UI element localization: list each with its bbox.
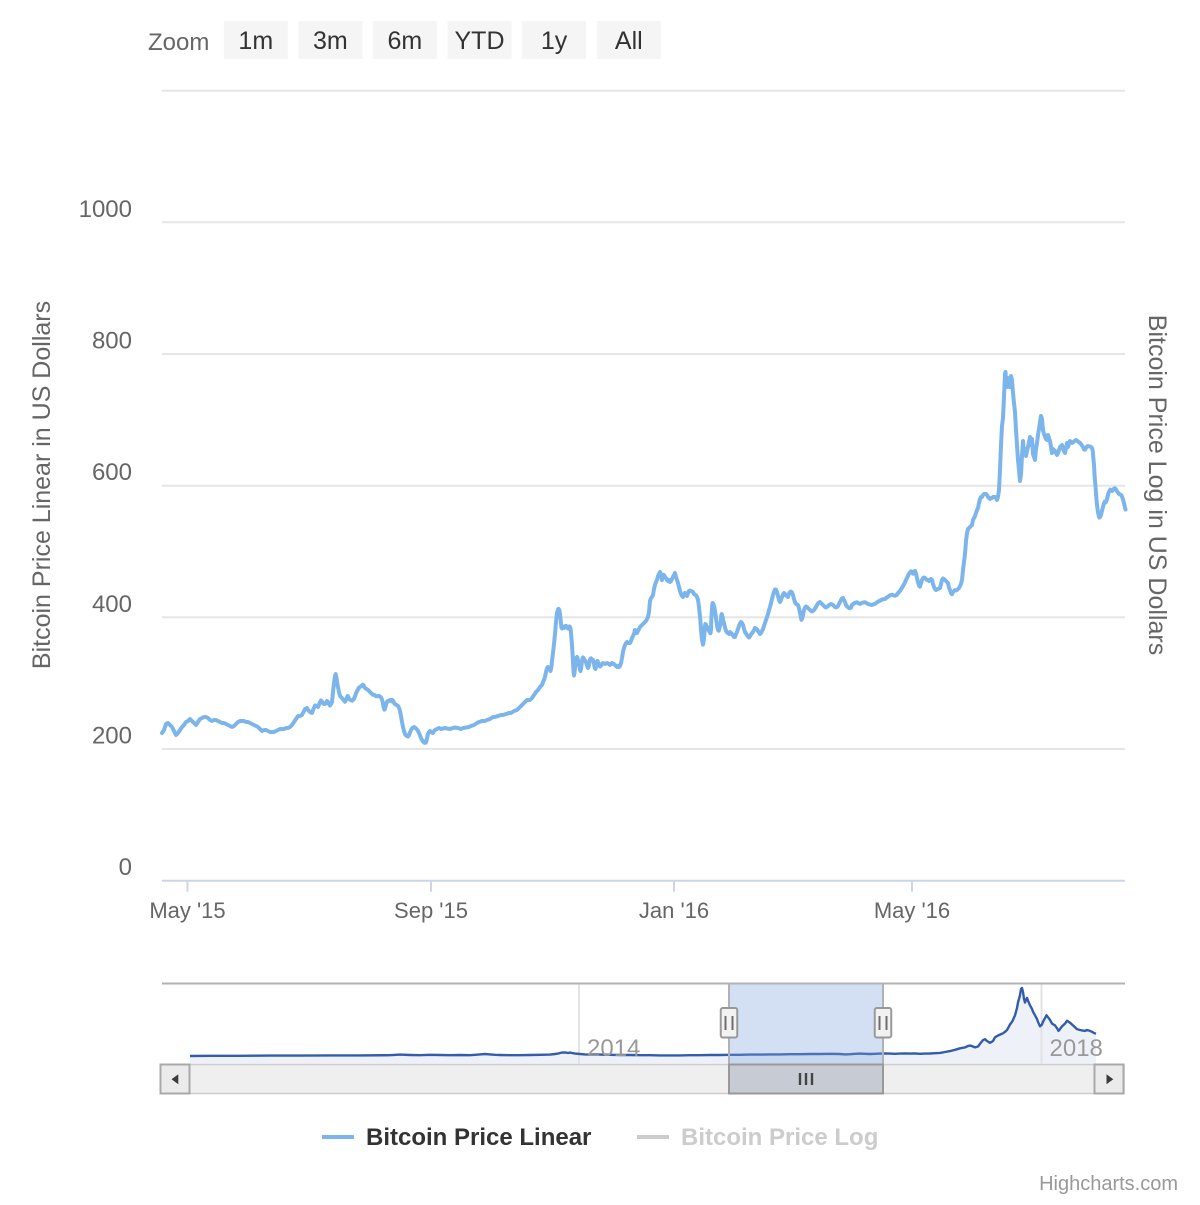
svg-text:May '15: May '15 [149, 898, 225, 923]
svg-text:Bitcoin Price Linear in US Dol: Bitcoin Price Linear in US Dollars [28, 301, 56, 669]
svg-text:1000: 1000 [79, 196, 132, 223]
svg-text:Bitcoin Price Log: Bitcoin Price Log [681, 1124, 878, 1151]
svg-text:Sep '15: Sep '15 [394, 898, 468, 923]
svg-text:0: 0 [119, 854, 132, 881]
svg-text:1y: 1y [541, 27, 568, 55]
svg-text:800: 800 [92, 328, 132, 355]
svg-text:Bitcoin Price Log in US Dollar: Bitcoin Price Log in US Dollars [1143, 315, 1171, 655]
svg-text:200: 200 [92, 723, 132, 750]
svg-text:400: 400 [92, 591, 132, 618]
svg-text:600: 600 [92, 459, 132, 486]
svg-text:6m: 6m [388, 27, 423, 55]
svg-text:Bitcoin Price Linear: Bitcoin Price Linear [366, 1124, 591, 1151]
svg-text:3m: 3m [313, 27, 348, 55]
svg-text:2018: 2018 [1050, 1035, 1103, 1062]
svg-text:All: All [615, 27, 643, 55]
svg-text:Highcharts.com: Highcharts.com [1039, 1173, 1178, 1195]
svg-text:Jan '16: Jan '16 [639, 898, 709, 923]
svg-text:Zoom: Zoom [148, 29, 209, 56]
svg-text:2014: 2014 [587, 1035, 640, 1062]
svg-text:YTD: YTD [455, 27, 505, 55]
svg-text:1m: 1m [238, 27, 273, 55]
svg-text:May '16: May '16 [874, 898, 950, 923]
